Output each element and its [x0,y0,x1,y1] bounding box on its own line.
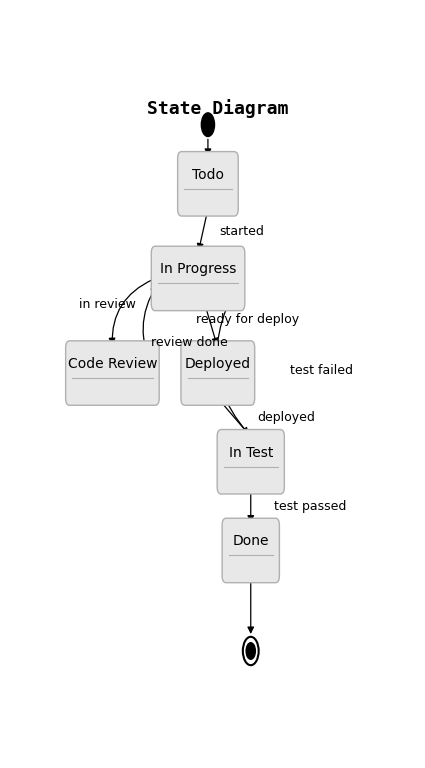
FancyBboxPatch shape [65,341,159,406]
Text: test failed: test failed [290,363,353,376]
FancyBboxPatch shape [178,151,238,216]
Text: started: started [219,224,264,237]
Text: Deployed: Deployed [185,357,251,371]
Text: In Test: In Test [229,445,273,460]
Text: deployed: deployed [258,411,315,424]
Text: State Diagram: State Diagram [147,99,289,118]
Text: In Progress: In Progress [160,263,236,276]
Text: review done: review done [151,336,228,349]
Text: Todo: Todo [192,167,224,182]
Circle shape [201,113,215,137]
Text: in review: in review [79,298,136,311]
Circle shape [246,643,255,659]
Text: test passed: test passed [274,500,346,512]
Text: Code Review: Code Review [68,357,157,371]
Text: Done: Done [232,535,269,548]
FancyBboxPatch shape [217,429,284,494]
FancyBboxPatch shape [151,247,245,311]
FancyBboxPatch shape [181,341,255,406]
FancyBboxPatch shape [222,518,279,583]
Text: ready for deploy: ready for deploy [196,313,299,326]
